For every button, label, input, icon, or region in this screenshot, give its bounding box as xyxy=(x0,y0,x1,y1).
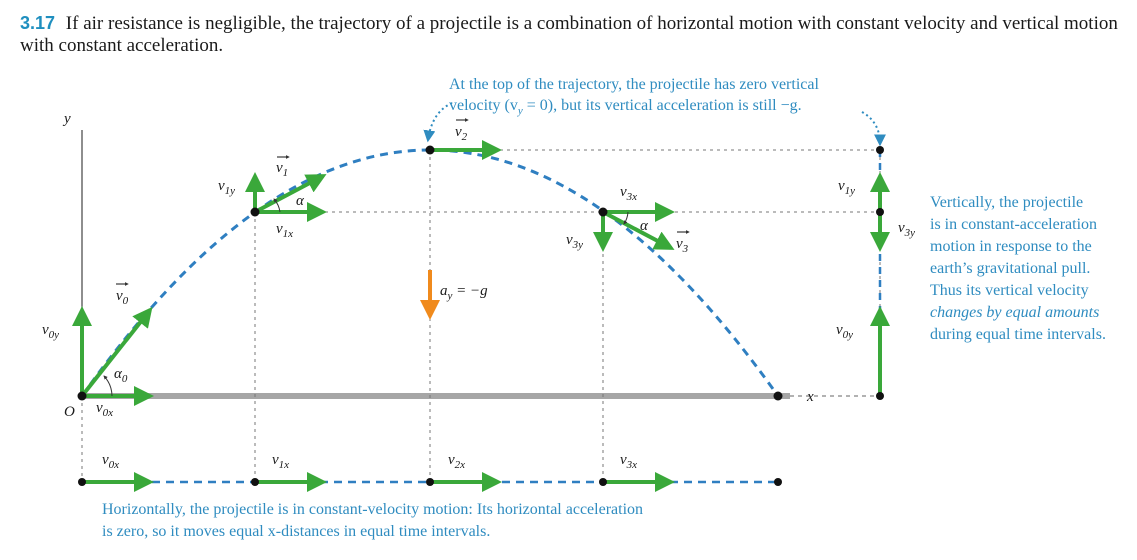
trajectory-path xyxy=(80,148,780,397)
reference-lines xyxy=(81,149,885,482)
top-note-line1: At the top of the trajectory, the projec… xyxy=(449,76,819,93)
v0y-label: v0y xyxy=(42,322,59,341)
x-axis-label: x xyxy=(806,389,814,405)
vertical-track-points xyxy=(876,146,884,400)
v3y-label: v3y xyxy=(566,232,583,251)
vertical-note-line: during equal time intervals. xyxy=(930,326,1106,343)
v0x-track-label: v0x xyxy=(102,452,119,471)
callout-arrow-top-left xyxy=(423,102,453,143)
horizontal-note-line2: is zero, so it moves equal x-distances i… xyxy=(102,523,490,540)
initial-velocity-vectors xyxy=(72,306,154,406)
alpha3-label: α xyxy=(640,218,649,234)
vertical-note-line: earth’s gravitational pull. xyxy=(930,260,1090,277)
vertical-note-line: Vertically, the projectile xyxy=(930,194,1083,211)
v1x-label: v1x xyxy=(276,221,293,240)
trajectory-points xyxy=(77,145,783,401)
vertical-note-line: changes by equal amounts xyxy=(930,304,1099,321)
alpha0-label: α0 xyxy=(114,366,128,385)
angle-arc-alpha0 xyxy=(103,375,113,397)
figure-caption: 3.17 If air resistance is negligible, th… xyxy=(20,12,1120,57)
v2-label: v2 xyxy=(455,124,468,143)
v1y-label: v1y xyxy=(218,178,235,197)
v0-label: v0 xyxy=(116,288,129,307)
callout-arrow-top-right xyxy=(861,111,886,147)
alpha1-label: α xyxy=(296,193,305,209)
vertical-note-line: Thus its vertical velocity xyxy=(930,282,1089,299)
caption-text: If air resistance is negligible, the tra… xyxy=(20,13,1118,56)
vertical-note: Vertically, the projectile is in constan… xyxy=(930,194,1106,343)
point1-velocity-vectors xyxy=(245,172,327,222)
angle-arc-alpha3 xyxy=(623,211,629,225)
v1-label: v1 xyxy=(276,160,288,179)
v1x-track-label: v1x xyxy=(272,452,289,471)
track-points xyxy=(78,478,782,486)
horizontal-note-line1: Horizontally, the projectile is in const… xyxy=(102,501,643,518)
v1y-right-label: v1y xyxy=(838,178,855,197)
vertical-note-line: motion in response to the xyxy=(930,238,1092,255)
v3y-right-label: v3y xyxy=(898,220,915,239)
top-note-line2: velocity (vy = 0), but its vertical acce… xyxy=(449,97,802,117)
v2x-track-label: v2x xyxy=(448,452,465,471)
v0x-label: v0x xyxy=(96,400,113,419)
origin-label: O xyxy=(64,404,75,420)
ay-label: ay = −g xyxy=(440,283,488,302)
vertical-note-line: is in constant-acceleration xyxy=(930,216,1097,233)
angle-arc-alpha1 xyxy=(273,198,281,213)
v0y-right-label: v0y xyxy=(836,322,853,341)
v3x-label: v3x xyxy=(620,184,637,203)
vector-overbars xyxy=(116,118,690,286)
point3-velocity-vectors xyxy=(593,202,675,252)
v3-label: v3 xyxy=(676,236,689,255)
ground xyxy=(80,393,790,399)
figure-number: 3.17 xyxy=(20,13,56,33)
v3x-track-label: v3x xyxy=(620,452,637,471)
y-axis-label: y xyxy=(62,111,71,127)
